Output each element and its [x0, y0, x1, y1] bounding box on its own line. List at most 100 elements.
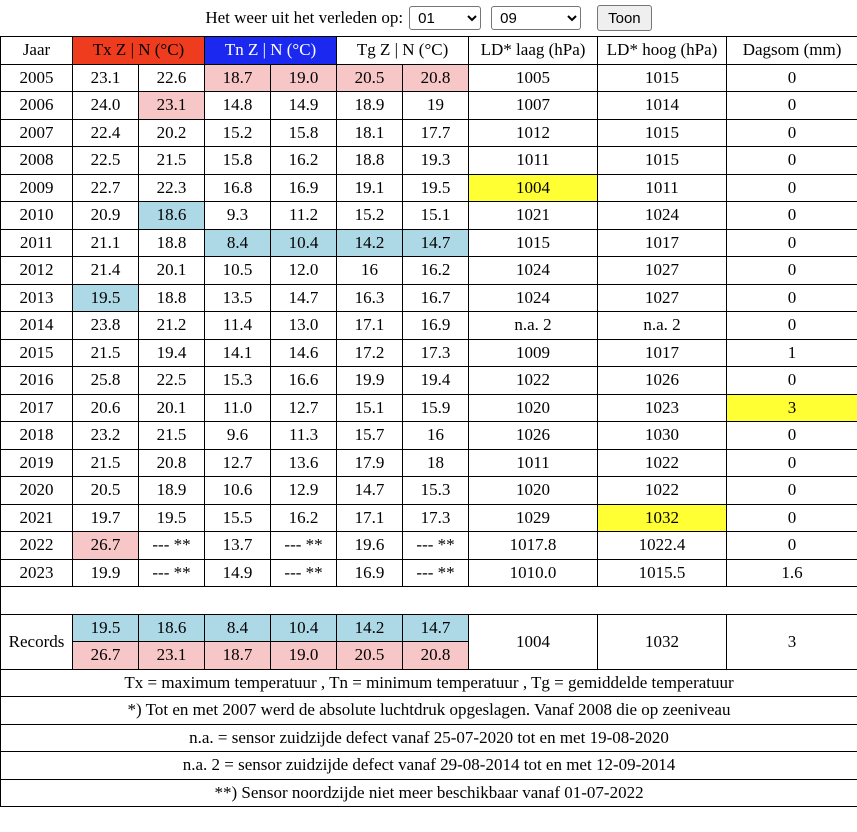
cell-rain: 0 [726, 146, 857, 175]
cell-tn-south: 14.8 [204, 91, 272, 120]
cell-ld-low: 1024 [468, 283, 599, 312]
cell-ld-low: 1010.0 [468, 558, 599, 587]
cell-tn-south: 13.5 [204, 283, 272, 312]
cell-tn-north: 13.0 [270, 311, 338, 340]
cell-year: 2007 [0, 118, 73, 147]
cell-tg-south: 19.1 [336, 173, 404, 202]
cell-tn-south: 18.7 [204, 63, 272, 92]
footnote-row: Tx = maximum temperatuur , Tn = minimum … [0, 668, 857, 697]
cell-year: 2019 [0, 448, 73, 477]
cell-tg-south: 20.5 [336, 63, 404, 92]
record-low-tx-north: 18.6 [137, 613, 206, 642]
record-low-tx-south: 19.5 [72, 613, 139, 642]
cell-year: 2006 [0, 91, 73, 120]
cell-rain: 0 [726, 63, 857, 92]
cell-ld-high: 1017 [597, 228, 728, 257]
cell-tx-north: 21.2 [137, 311, 206, 340]
cell-year: 2012 [0, 256, 73, 285]
record-high-tn-north: 19.0 [270, 641, 338, 670]
table-row: 2019 21.5 20.8 12.7 13.6 17.9 18 1011 1022 0 [0, 448, 857, 477]
cell-tg-south: 16.9 [336, 558, 404, 587]
cell-tg-north: 17.3 [402, 503, 470, 532]
date-picker-label: Het weer uit het verleden op: [205, 8, 404, 27]
cell-tn-south: 14.1 [204, 338, 272, 367]
cell-tn-north: 14.7 [270, 283, 338, 312]
cell-ld-low: 1017.8 [468, 531, 599, 560]
table-row: 2007 22.4 20.2 15.2 15.8 18.1 17.7 1012 1015 0 [0, 118, 857, 147]
table-row: 2016 25.8 22.5 15.3 16.6 19.9 19.4 1022 1026 0 [0, 366, 857, 395]
cell-tg-north: 20.8 [402, 63, 470, 92]
cell-tg-south: 17.1 [336, 503, 404, 532]
cell-year: 2014 [0, 311, 73, 340]
cell-rain: 0 [726, 228, 857, 257]
cell-tn-south: 10.6 [204, 476, 272, 505]
cell-tn-north: 16.6 [270, 366, 338, 395]
header-row: Jaar Tx Z | N (°C) Tn Z | N (°C) Tg Z | … [0, 36, 857, 65]
cell-ld-low: 1004 [468, 173, 599, 202]
cell-tg-south: 18.9 [336, 91, 404, 120]
table-row: 2020 20.5 18.9 10.6 12.9 14.7 15.3 1020 1022 0 [0, 476, 857, 505]
record-low-tn-north: 10.4 [270, 613, 338, 642]
show-button[interactable]: Toon [597, 5, 652, 31]
cell-ld-high: 1017 [597, 338, 728, 367]
cell-tn-south: 9.3 [204, 201, 272, 230]
table-row: 2005 23.1 22.6 18.7 19.0 20.5 20.8 1005 1015 0 [0, 63, 857, 92]
record-ld-low: 1004 [468, 613, 599, 670]
header-tn: Tn Z | N (°C) [204, 36, 338, 65]
cell-tn-north: 19.0 [270, 63, 338, 92]
cell-tx-north: 22.5 [137, 366, 206, 395]
cell-tn-north: 14.6 [270, 338, 338, 367]
cell-rain: 0 [726, 201, 857, 230]
footnote: n.a. = sensor zuidzijde defect vanaf 25-… [0, 723, 857, 752]
cell-tx-north: 22.3 [137, 173, 206, 202]
cell-tn-north: 12.0 [270, 256, 338, 285]
cell-year: 2010 [0, 201, 73, 230]
month-select[interactable]: 09 [491, 6, 582, 30]
date-picker-bar: Het weer uit het verleden op: 01 09 Toon [0, 0, 857, 36]
cell-tx-north: 20.1 [137, 256, 206, 285]
cell-tx-north: --- ** [137, 558, 206, 587]
cell-tn-north: --- ** [270, 531, 338, 560]
table-row: 2023 19.9 --- ** 14.9 --- ** 16.9 --- ** 1010.0… [0, 558, 857, 587]
day-select[interactable]: 01 [409, 6, 482, 30]
cell-tg-north: --- ** [402, 558, 470, 587]
cell-year: 2008 [0, 146, 73, 175]
cell-rain: 0 [726, 256, 857, 285]
record-rain: 3 [726, 613, 857, 670]
cell-ld-high: 1015 [597, 63, 728, 92]
cell-tn-south: 16.8 [204, 173, 272, 202]
cell-ld-high: 1011 [597, 173, 728, 202]
cell-ld-low: 1015 [468, 228, 599, 257]
record-high-tg-north: 20.8 [402, 641, 470, 670]
cell-year: 2020 [0, 476, 73, 505]
cell-tg-south: 17.9 [336, 448, 404, 477]
cell-ld-low: 1012 [468, 118, 599, 147]
cell-tg-north: 19 [402, 91, 470, 120]
cell-year: 2022 [0, 531, 73, 560]
cell-tn-south: 15.2 [204, 118, 272, 147]
cell-ld-low: 1011 [468, 146, 599, 175]
cell-tg-south: 18.1 [336, 118, 404, 147]
cell-tg-south: 15.1 [336, 393, 404, 422]
footnote: *) Tot en met 2007 werd de absolute luch… [0, 696, 857, 725]
records-row-high: 26.7 23.1 18.7 19.0 20.5 20.8 [1, 641, 857, 670]
cell-tn-south: 11.4 [204, 311, 272, 340]
cell-ld-high: n.a. 2 [597, 311, 728, 340]
cell-ld-low: 1022 [468, 366, 599, 395]
cell-rain: 1.6 [726, 558, 857, 587]
cell-tg-south: 19.9 [336, 366, 404, 395]
cell-tg-south: 18.8 [336, 146, 404, 175]
table-row: 2009 22.7 22.3 16.8 16.9 19.1 19.5 1004 1011 0 [0, 173, 857, 202]
cell-rain: 0 [726, 366, 857, 395]
record-low-tn-south: 8.4 [204, 613, 272, 642]
cell-tn-north: 11.2 [270, 201, 338, 230]
header-year: Jaar [0, 36, 73, 65]
table-row: 2010 20.9 18.6 9.3 11.2 15.2 15.1 1021 1024 0 [0, 201, 857, 230]
cell-ld-high: 1022 [597, 476, 728, 505]
cell-ld-high: 1030 [597, 421, 728, 450]
cell-tn-north: 16.9 [270, 173, 338, 202]
cell-ld-high: 1027 [597, 283, 728, 312]
cell-tg-north: 17.7 [402, 118, 470, 147]
cell-tx-north: 23.1 [137, 91, 206, 120]
table-row: 2018 23.2 21.5 9.6 11.3 15.7 16 1026 1030 0 [0, 421, 857, 450]
